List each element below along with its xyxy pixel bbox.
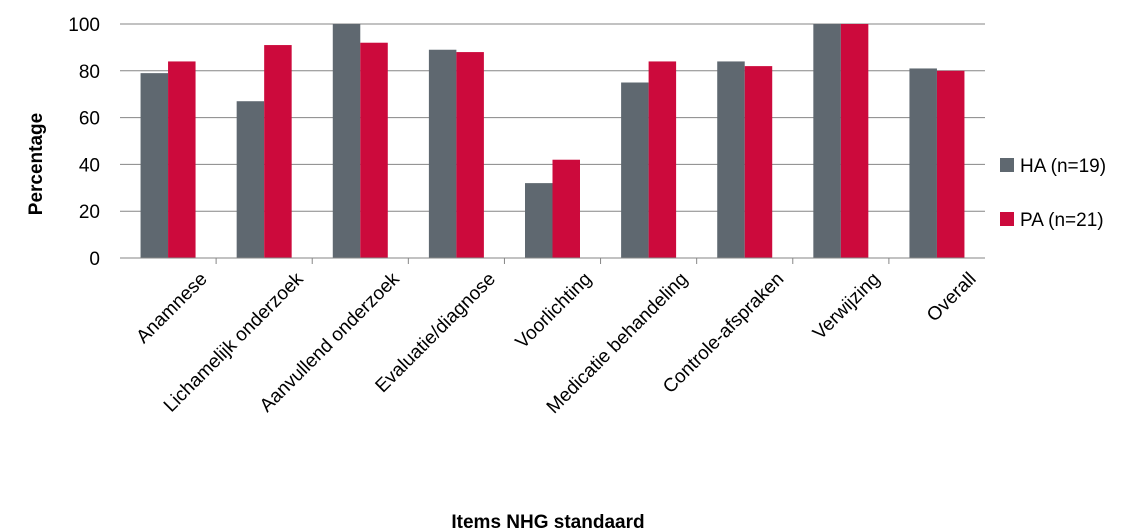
y-tick-label: 40 <box>79 155 100 176</box>
bar-ha <box>909 68 937 259</box>
x-tick-label: Voorlichting <box>512 269 596 353</box>
bar-ha <box>813 24 841 258</box>
y-tick-label: 100 <box>68 15 100 36</box>
legend-swatch <box>1000 212 1014 226</box>
y-axis-title: Percentage <box>26 113 47 215</box>
axes <box>120 257 985 264</box>
bar-pa <box>552 159 580 258</box>
bar-pa <box>840 24 869 258</box>
legend-label: HA (n=19) <box>1020 156 1106 177</box>
y-tick-label: 60 <box>79 109 100 130</box>
y-tick-labels: 0 20 40 60 80 100 <box>68 15 100 270</box>
x-axis-title: Items NHG standaard <box>451 512 644 531</box>
bar-pa <box>168 61 196 258</box>
x-tick-label: Anamnese <box>133 269 212 348</box>
bar-pa <box>648 61 677 258</box>
legend-swatch <box>1000 158 1014 172</box>
legend-label: PA (n=21) <box>1020 210 1104 231</box>
bar-ha <box>332 24 361 258</box>
x-tick-label: Overall <box>923 269 980 326</box>
bar-pa <box>744 66 773 259</box>
bar-pa <box>936 70 965 258</box>
y-tick-label: 20 <box>79 202 100 223</box>
bar-pa <box>264 45 292 259</box>
y-tick-label: 0 <box>89 249 100 270</box>
bar-ha <box>525 183 553 258</box>
bar-pa <box>360 42 388 258</box>
legend: HA (n=19) PA (n=21) <box>1000 156 1106 231</box>
bar-ha <box>621 82 649 258</box>
y-tick-label: 80 <box>79 62 100 83</box>
bar-ha <box>717 61 745 258</box>
bar-ha <box>140 73 169 258</box>
bar-ha <box>428 49 457 258</box>
bars <box>140 24 965 259</box>
x-tick-label: Verwijzing <box>809 269 884 344</box>
bar-pa <box>456 52 484 258</box>
bar-ha <box>236 101 265 258</box>
